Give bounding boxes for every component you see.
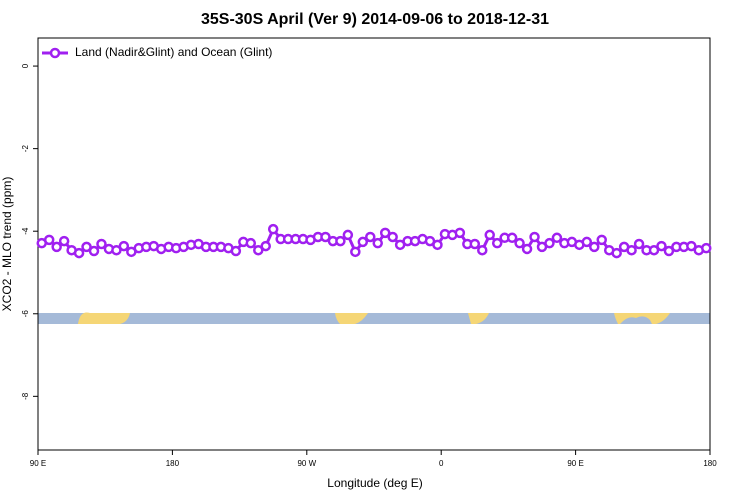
data-point	[484, 229, 495, 241]
data-point	[230, 245, 242, 257]
data-point	[633, 238, 645, 250]
data-point	[589, 241, 600, 253]
x-tick-label: 90 E	[30, 459, 46, 468]
data-point	[521, 243, 533, 255]
ocean-patch	[620, 316, 652, 324]
x-tick-label: 180	[703, 459, 717, 468]
y-tick-label: -4	[21, 227, 30, 235]
data-point	[118, 240, 130, 252]
data-point	[260, 240, 271, 252]
data-point	[320, 231, 331, 243]
data-point	[529, 231, 540, 243]
chart-title: 35S-30S April (Ver 9) 2014-09-06 to 2018…	[201, 11, 549, 28]
data-point	[73, 247, 85, 259]
data-point	[551, 232, 563, 244]
legend-marker	[49, 47, 61, 59]
land-patch	[78, 312, 130, 324]
y-tick-label: -6	[21, 310, 30, 318]
x-tick-label: 180	[166, 459, 180, 468]
data-point	[88, 245, 100, 257]
land-patch	[468, 313, 489, 324]
data-point	[96, 238, 107, 250]
data-point	[58, 235, 70, 247]
data-point	[350, 246, 361, 258]
data-point	[581, 236, 593, 248]
data-point	[686, 240, 697, 252]
x-tick-label: 90 E	[567, 459, 583, 468]
data-point	[656, 240, 667, 252]
data-point	[626, 244, 637, 256]
data-point	[544, 237, 555, 249]
y-tick-label: 0	[21, 63, 30, 68]
data-point	[357, 236, 369, 248]
data-point	[335, 235, 346, 247]
y-tick-label: -2	[21, 145, 30, 153]
data-point	[81, 241, 92, 253]
data-point	[432, 239, 443, 251]
data-point	[111, 244, 122, 256]
x-axis-label: Longitude (deg E)	[327, 476, 422, 490]
data-point	[379, 227, 391, 239]
data-point	[701, 242, 712, 254]
data-point	[245, 237, 257, 249]
data-point	[469, 238, 481, 250]
data-point	[477, 244, 488, 256]
data-point	[372, 237, 383, 249]
data-point	[648, 244, 660, 256]
data-point	[387, 231, 398, 243]
data-point	[43, 234, 55, 246]
data-point	[51, 241, 62, 253]
x-tick-label: 90 W	[297, 459, 316, 468]
legend-label: Land (Nadir&Glint) and Ocean (Glint)	[75, 45, 272, 59]
y-axis-label: XCO2 - MLO trend (ppm)	[0, 177, 14, 312]
ocean-strip	[38, 313, 710, 324]
data-point	[342, 229, 354, 241]
land-ocean-strip	[38, 312, 710, 324]
land-patch	[335, 313, 368, 324]
data-point	[506, 232, 518, 244]
data-point	[596, 234, 607, 246]
y-tick-label: -8	[21, 392, 30, 400]
data-point	[663, 245, 675, 257]
data-point	[365, 231, 376, 243]
x-tick-label: 0	[439, 459, 444, 468]
data-point	[454, 227, 466, 239]
data-point	[253, 244, 264, 256]
data-point	[514, 237, 525, 249]
data-point	[491, 237, 503, 249]
data-point	[611, 247, 622, 259]
data-point	[267, 223, 279, 235]
